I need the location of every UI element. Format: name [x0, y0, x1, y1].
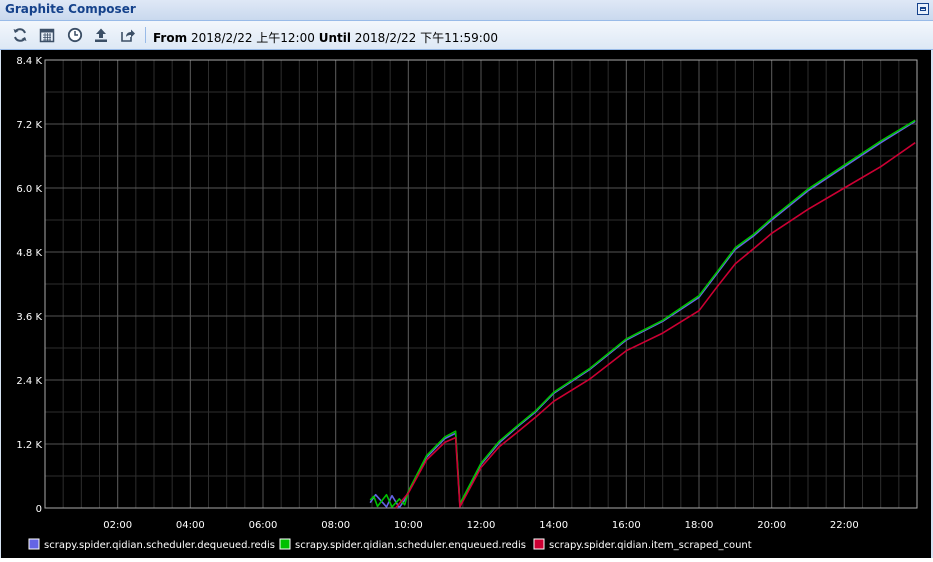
upload-icon[interactable] [91, 25, 111, 45]
x-tick-label: 10:00 [394, 520, 423, 531]
x-tick-label: 20:00 [757, 520, 786, 531]
legend-swatch [533, 538, 545, 550]
until-label: Until [318, 31, 351, 45]
calendar-icon[interactable] [37, 25, 57, 45]
x-tick-label: 04:00 [176, 520, 205, 531]
y-tick-label: 8.4 K [16, 56, 42, 67]
chart-legend: scrapy.spider.qidian.scheduler.dequeued.… [28, 538, 752, 551]
chart-axes: 0 1.2 K 2.4 K 3.6 K 4.8 K 6.0 K 7.2 K 8.4 K 02:0… [16, 56, 918, 531]
plot-frame [44, 59, 918, 509]
legend-swatch [279, 538, 291, 550]
until-value: 2018/2/22 下午11:59:00 [354, 31, 499, 45]
chart-grid [44, 59, 918, 509]
x-tick-label: 14:00 [539, 520, 568, 531]
y-tick-label: 6.0 K [16, 184, 42, 195]
x-tick-label: 16:00 [612, 520, 641, 531]
x-tick-label: 22:00 [830, 520, 859, 531]
chart-series [369, 119, 916, 509]
toolbar: From 2018/2/22 上午12:00 Until 2018/2/22 下… [0, 21, 933, 50]
y-tick-label: 0 [36, 504, 42, 515]
x-tick-label: 02:00 [103, 520, 132, 531]
series-line-3 [394, 142, 916, 509]
y-tick-label: 7.2 K [16, 120, 42, 131]
time-range[interactable]: From 2018/2/22 上午12:00 Until 2018/2/22 下… [153, 29, 498, 46]
y-tick-label: 2.4 K [16, 376, 42, 387]
x-tick-label: 08:00 [321, 520, 350, 531]
refresh-icon[interactable] [10, 25, 30, 45]
y-tick-label: 1.2 K [16, 440, 42, 451]
share-icon[interactable] [118, 25, 138, 45]
legend-label: scrapy.spider.qidian.scheduler.enqueued.… [295, 540, 526, 551]
x-tick-label: 12:00 [467, 520, 496, 531]
legend-swatch [28, 538, 40, 550]
x-tick-label: 18:00 [685, 520, 714, 531]
legend-label: scrapy.spider.qidian.scheduler.dequeued.… [44, 540, 275, 551]
legend-label: scrapy.spider.qidian.item_scraped_count [549, 540, 752, 551]
window-titlebar: Graphite Composer [0, 0, 933, 21]
window-title: Graphite Composer [5, 2, 136, 16]
toolbar-separator [145, 27, 146, 43]
x-tick-label: 06:00 [249, 520, 278, 531]
graph-chart: 0 1.2 K 2.4 K 3.6 K 4.8 K 6.0 K 7.2 K 8.4 K 02:0… [16, 56, 918, 551]
clock-icon[interactable] [65, 25, 85, 45]
graph-panel: 0 1.2 K 2.4 K 3.6 K 4.8 K 6.0 K 7.2 K 8.4 K 02:0… [1, 50, 931, 558]
series-line-2 [369, 119, 916, 508]
from-label: From [153, 31, 188, 45]
y-tick-label: 4.8 K [16, 248, 42, 259]
maximize-icon[interactable] [917, 3, 929, 15]
series-line-1 [369, 120, 916, 509]
from-value: 2018/2/22 上午12:00 [190, 31, 315, 45]
y-tick-label: 3.6 K [16, 312, 42, 323]
